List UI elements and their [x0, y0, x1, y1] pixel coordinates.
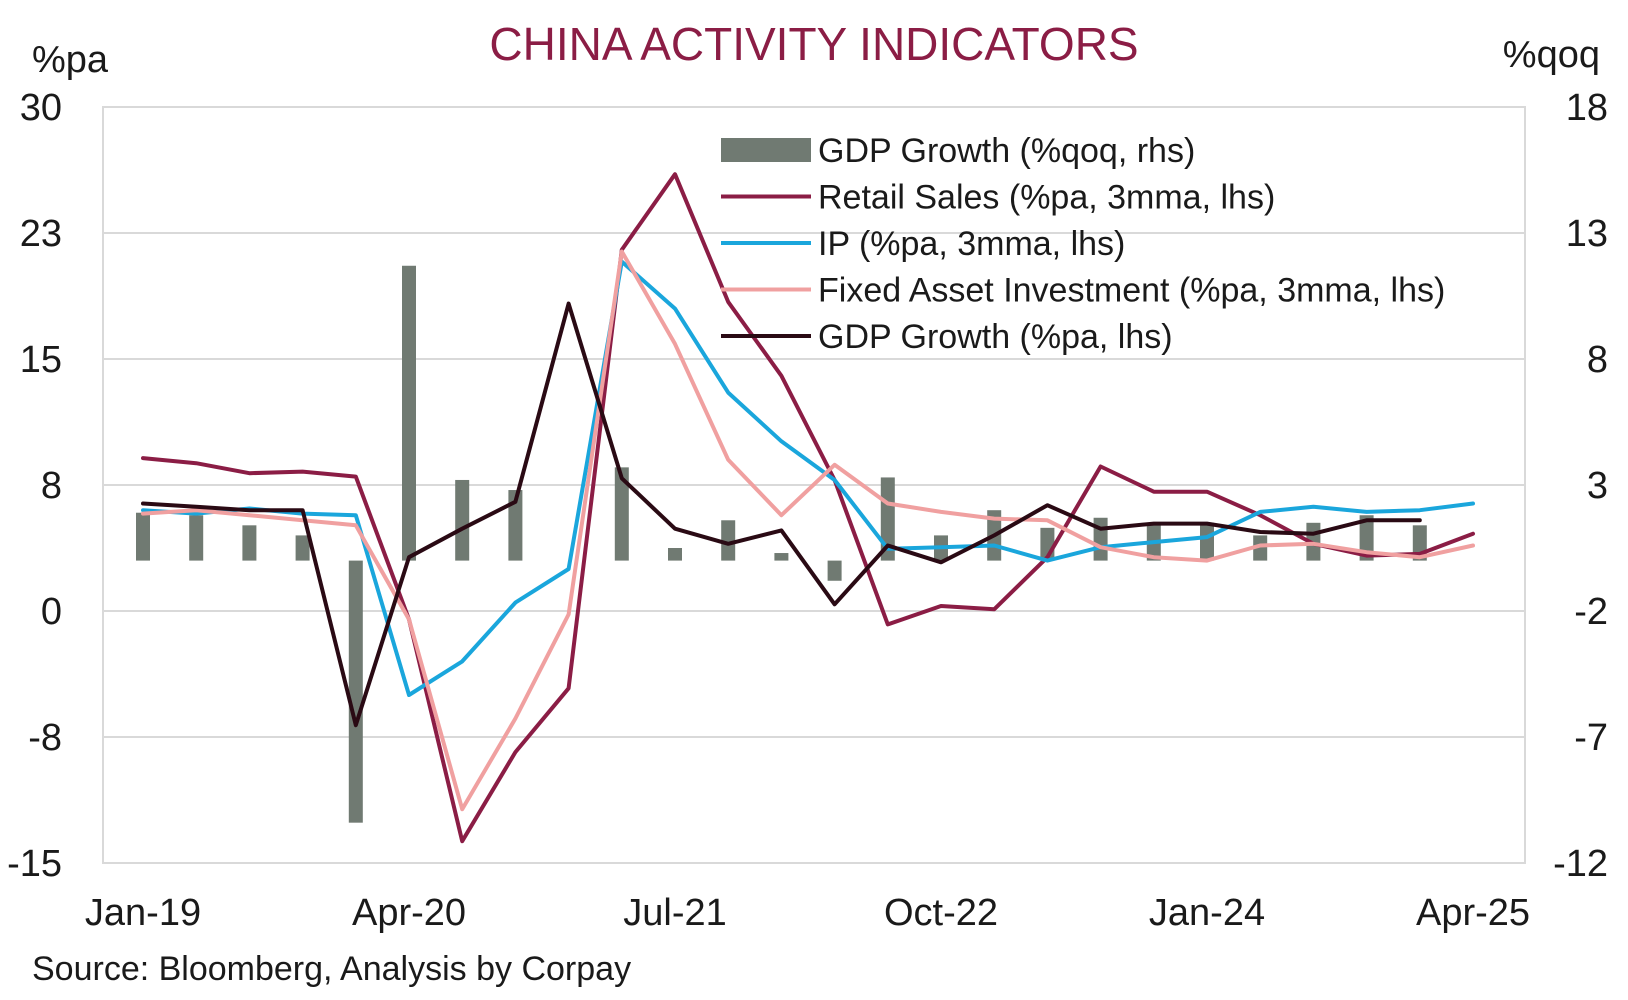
gdp-qoq-bar — [614, 467, 629, 561]
y-left-tick-label: 15 — [20, 339, 62, 381]
gdp-qoq-bar — [774, 553, 789, 561]
legend-swatch-bar — [721, 138, 811, 162]
gdp-qoq-bar — [295, 535, 310, 561]
right-axis-ticks: 18 13 8 3 -2 -7 -12 — [1553, 87, 1608, 885]
gdp-qoq-bar — [455, 479, 470, 561]
gdp-qoq-bar — [508, 490, 523, 561]
gdp-qoq-bar — [242, 525, 257, 561]
x-axis-ticks: Jan-19 Apr-20 Jul-21 Oct-22 Jan-24 Apr-25 — [85, 892, 1530, 934]
y-right-tick-label: 3 — [1587, 465, 1608, 507]
legend: GDP Growth (%qoq, rhs) Retail Sales (%pa,… — [721, 132, 1445, 356]
gdp-qoq-bar — [1359, 515, 1374, 561]
y-left-tick-label: 8 — [41, 465, 62, 507]
y-left-tick-label: -15 — [7, 843, 62, 885]
y-right-tick-label: 13 — [1566, 213, 1608, 255]
y-left-tick-label: -8 — [28, 717, 62, 759]
x-tick-label: Jan-24 — [1149, 892, 1265, 934]
series-line — [141, 259, 1475, 697]
source-note: Source: Bloomberg, Analysis by Corpay — [32, 950, 631, 988]
series-line — [141, 301, 1422, 728]
x-tick-label: Jan-19 — [85, 892, 201, 934]
gdp-qoq-bar — [721, 520, 736, 561]
y-left-tick-label: 0 — [41, 591, 62, 633]
series-line — [141, 249, 1475, 812]
gdp-qoq-bar — [402, 265, 416, 561]
chart-title: CHINA ACTIVITY INDICATORS — [489, 18, 1138, 70]
gdp-qoq-bar — [668, 548, 682, 561]
gdp-qoq-bar — [827, 560, 842, 581]
gdp-qoq-bar — [136, 512, 150, 561]
series-line — [141, 172, 1475, 844]
plot-frame — [102, 106, 1526, 864]
left-axis-unit: %pa — [32, 39, 109, 81]
gdp-qoq-bar — [880, 477, 895, 561]
y-right-tick-label: -7 — [1574, 717, 1608, 759]
y-left-tick-label: 23 — [20, 213, 62, 255]
y-right-tick-label: -2 — [1574, 591, 1608, 633]
legend-label: IP (%pa, 3mma, lhs) — [818, 225, 1125, 263]
gdp-qoq-bars — [136, 265, 1427, 823]
y-right-tick-label: 8 — [1587, 339, 1608, 381]
gdp-qoq-bar — [1093, 517, 1108, 561]
series-lines — [141, 172, 1475, 844]
legend-label: GDP Growth (%pa, lhs) — [818, 318, 1173, 356]
x-tick-label: Jul-21 — [623, 892, 727, 934]
right-axis-unit: %qoq — [1503, 34, 1600, 76]
gdp-qoq-bar — [189, 515, 204, 561]
gdp-qoq-bar — [348, 560, 363, 823]
y-left-tick-label: 30 — [20, 87, 62, 129]
left-axis-ticks: 30 23 15 8 0 -8 -15 — [7, 87, 62, 885]
gdp-qoq-bar — [1200, 522, 1214, 561]
legend-label: GDP Growth (%qoq, rhs) — [818, 132, 1195, 170]
legend-label: Retail Sales (%pa, 3mma, lhs) — [818, 179, 1275, 217]
x-tick-label: Oct-22 — [884, 892, 998, 934]
x-tick-label: Apr-25 — [1416, 892, 1530, 934]
y-right-tick-label: 18 — [1566, 87, 1608, 129]
x-tick-label: Apr-20 — [352, 892, 466, 934]
gdp-qoq-bar — [1253, 535, 1268, 561]
y-right-tick-label: -12 — [1553, 843, 1608, 885]
legend-label: Fixed Asset Investment (%pa, 3mma, lhs) — [818, 272, 1445, 310]
